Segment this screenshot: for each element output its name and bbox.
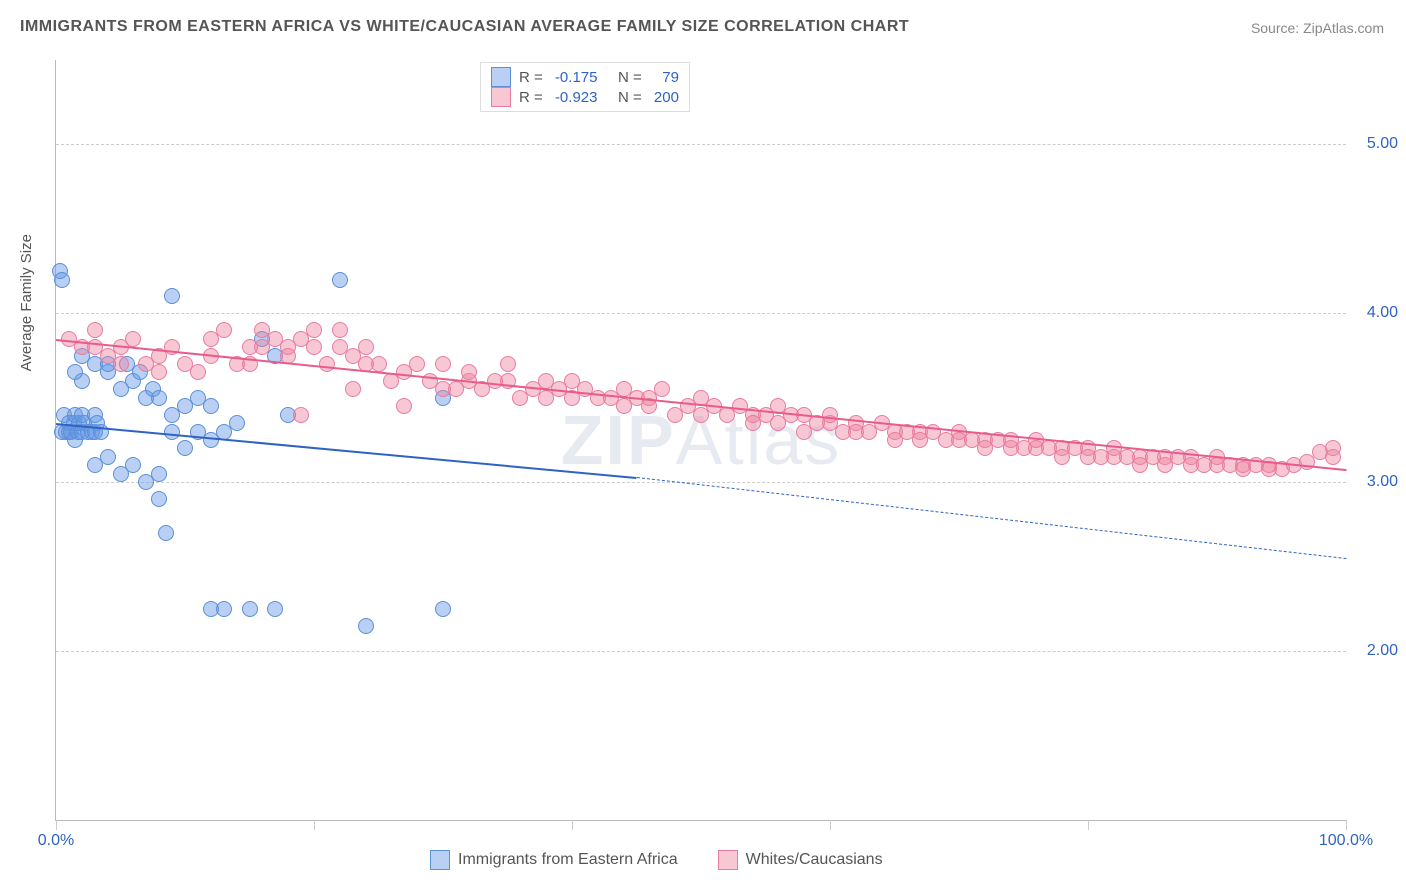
legend-swatch xyxy=(491,67,511,87)
legend-row: R = -0.923 N = 200 xyxy=(491,87,679,107)
trend-line xyxy=(56,339,1346,471)
data-point xyxy=(319,356,335,372)
data-point xyxy=(203,398,219,414)
legend-swatch xyxy=(718,850,738,870)
data-point xyxy=(332,322,348,338)
x-tick-mark xyxy=(56,820,57,830)
gridline xyxy=(56,313,1346,314)
data-point xyxy=(654,381,670,397)
data-point xyxy=(358,339,374,355)
data-point xyxy=(151,466,167,482)
data-point xyxy=(332,272,348,288)
data-point xyxy=(164,288,180,304)
source-label: Source: ZipAtlas.com xyxy=(1251,20,1384,36)
legend-item: Whites/Caucasians xyxy=(718,850,883,870)
data-point xyxy=(500,356,516,372)
plot-area: ZIPAtlas 2.003.004.005.000.0%100.0% xyxy=(55,60,1346,821)
y-tick-label: 3.00 xyxy=(1352,473,1398,491)
legend-row: R = -0.175 N = 79 xyxy=(491,67,679,87)
data-point xyxy=(358,618,374,634)
data-point xyxy=(345,381,361,397)
data-point xyxy=(190,364,206,380)
data-point xyxy=(242,601,258,617)
trend-line xyxy=(636,477,1346,559)
gridline xyxy=(56,651,1346,652)
data-point xyxy=(306,322,322,338)
data-point xyxy=(216,601,232,617)
data-point xyxy=(1325,449,1341,465)
data-point xyxy=(151,364,167,380)
data-point xyxy=(435,601,451,617)
data-point xyxy=(267,601,283,617)
data-point xyxy=(113,356,129,372)
x-tick-label: 0.0% xyxy=(38,832,74,850)
data-point xyxy=(158,525,174,541)
x-tick-label: 100.0% xyxy=(1319,832,1373,850)
data-point xyxy=(177,440,193,456)
data-point xyxy=(54,272,70,288)
y-axis-label: Average Family Size xyxy=(18,234,35,371)
legend-swatch xyxy=(430,850,450,870)
data-point xyxy=(293,407,309,423)
data-point xyxy=(306,339,322,355)
y-tick-label: 4.00 xyxy=(1352,304,1398,322)
data-point xyxy=(216,322,232,338)
data-point xyxy=(125,331,141,347)
data-point xyxy=(151,390,167,406)
gridline xyxy=(56,482,1346,483)
x-tick-mark xyxy=(1346,820,1347,830)
data-point xyxy=(100,449,116,465)
legend-label: Immigrants from Eastern Africa xyxy=(458,851,678,869)
x-tick-mark xyxy=(314,820,315,830)
legend-label: Whites/Caucasians xyxy=(746,851,883,869)
y-tick-label: 2.00 xyxy=(1352,642,1398,660)
data-point xyxy=(229,415,245,431)
x-tick-mark xyxy=(572,820,573,830)
data-point xyxy=(822,407,838,423)
data-point xyxy=(396,398,412,414)
chart-title: IMMIGRANTS FROM EASTERN AFRICA VS WHITE/… xyxy=(20,18,909,36)
series-legend: Immigrants from Eastern Africa Whites/Cau… xyxy=(430,850,883,870)
data-point xyxy=(67,364,83,380)
x-tick-mark xyxy=(1088,820,1089,830)
data-point xyxy=(125,457,141,473)
data-point xyxy=(435,356,451,372)
y-tick-label: 5.00 xyxy=(1352,135,1398,153)
gridline xyxy=(56,144,1346,145)
trend-line xyxy=(56,423,637,479)
legend-swatch xyxy=(491,87,511,107)
legend-item: Immigrants from Eastern Africa xyxy=(430,850,678,870)
data-point xyxy=(164,424,180,440)
data-point xyxy=(461,364,477,380)
data-point xyxy=(87,322,103,338)
x-tick-mark xyxy=(830,820,831,830)
data-point xyxy=(151,491,167,507)
data-point xyxy=(371,356,387,372)
correlation-legend: R = -0.175 N = 79R = -0.923 N = 200 xyxy=(480,62,690,112)
data-point xyxy=(409,356,425,372)
